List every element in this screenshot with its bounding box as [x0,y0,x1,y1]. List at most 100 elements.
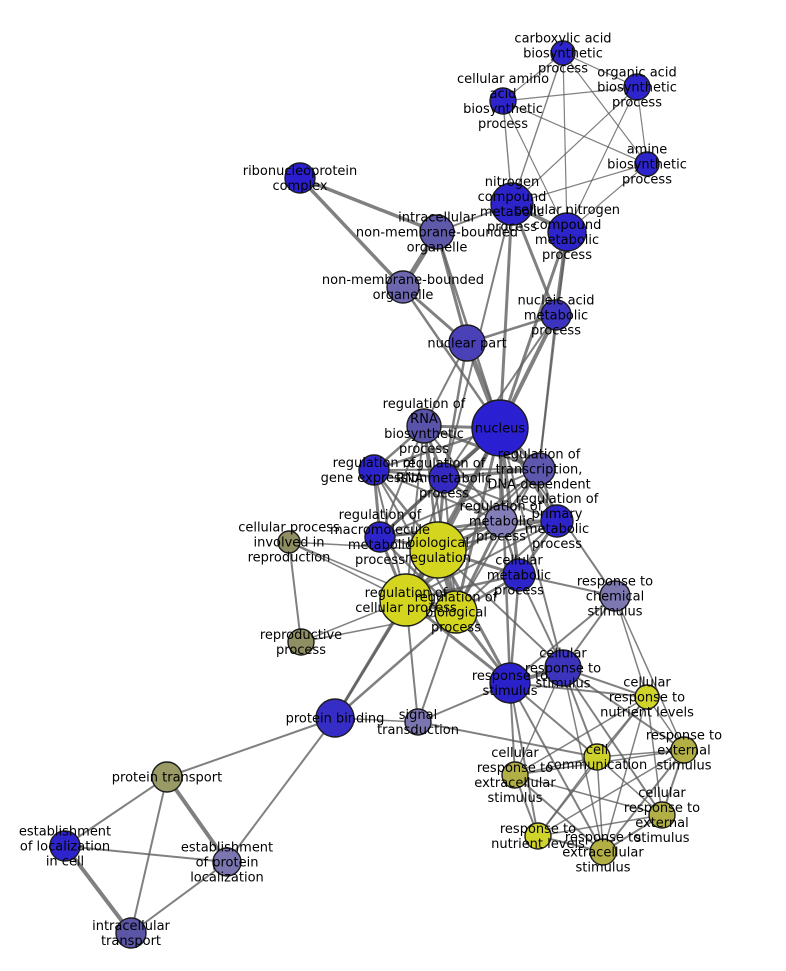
graph-edge-cellular_response_external--response_nutrient [537,814,663,837]
nodes-layer [49,40,698,949]
graph-edge-nitrogen_compound_metabolic--nucleus [498,202,514,430]
graph-edge-cellular_response_stimulus--response_external [562,667,685,751]
graph-node-cellular_response_nutrient[interactable] [634,684,660,710]
graph-edge-organic_acid_biosynthetic--cellular_nitrogen_compound_metabolic [566,86,638,233]
graph-node-establishment_localization_cell[interactable] [49,830,81,862]
graph-node-response_external[interactable] [670,736,698,764]
graph-node-response_extracellular[interactable] [589,838,617,866]
graph-node-cellular_response_external[interactable] [648,801,676,829]
graph-node-non_membrane_organelle[interactable] [386,270,420,304]
graph-edge-carboxylic_acid_biosynthetic--cellular_nitrogen_compound_metabolic [562,52,568,233]
graph-edge-nucleus--cellular_response_stimulus [499,427,564,669]
graph-edge-regulation_biological_process--protein_binding [333,610,458,720]
labels-layer: carboxylic acid biosynthetic processcellul… [19,32,722,950]
graph-edge-response_stimulus--response_nutrient [509,682,539,837]
graph-edge-regulation_transcription--regulation_biological_process [455,468,540,613]
graph-node-amine_biosynthetic[interactable] [634,151,660,177]
graph-node-signal_transduction[interactable] [404,708,432,736]
graph-node-intracellular_transport[interactable] [115,917,147,949]
graph-edge-cell_communication--response_extracellular [596,756,604,853]
graph-edge-cell_communication--response_nutrient [537,756,598,837]
graph-node-intracellular_non_membrane_organelle[interactable] [419,214,455,250]
graph-edge-nucleus--response_stimulus [498,426,512,685]
graph-edge-cellular_nitrogen_compound_metabolic--nucleus [498,230,569,430]
graph-node-cellular_nitrogen_compound_metabolic[interactable] [547,212,587,252]
graph-edge-response_external--cell_communication [596,749,685,758]
graph-edge-establishment_localization_cell--intracellular_transport [63,844,133,935]
graph-node-carboxylic_acid_biosynthetic[interactable] [550,40,576,66]
graph-node-nucleus[interactable] [471,399,529,457]
graph-edge-nucleic_acid_metabolic--regulation_rna_metabolic [443,314,557,479]
graph-edge-establishment_protein_localization--intracellular_transport [130,861,228,934]
graph-node-regulation_cellular_process[interactable] [379,573,433,627]
graph-node-regulation_gene_expression[interactable] [358,454,390,486]
graph-node-regulation_metabolic[interactable] [484,504,518,538]
graph-node-protein_binding[interactable] [315,698,355,738]
graph-edge-nucleus--regulation_biological_process [454,426,502,614]
graph-node-regulation_primary_metabolic[interactable] [540,504,574,538]
graph-node-regulation_rna_biosynthetic[interactable] [406,408,442,444]
graph-edge-cellular_nitrogen_compound_metabolic--regulation_transcription [538,231,568,470]
graph-edge-ribonucleoprotein_complex--non_membrane_organelle [298,176,405,289]
graph-node-protein_transport[interactable] [151,761,183,793]
graph-edge-response_external--response_extracellular [602,749,685,853]
graph-node-regulation_rna_metabolic[interactable] [428,462,460,494]
graph-edge-cellular_amino_acid_biosynthetic--organic_acid_biosynthetic [502,86,638,102]
graph-edge-cellular_amino_acid_biosynthetic--amine_biosynthetic [502,100,648,165]
graph-edge-response_stimulus--response_extracellular [509,682,604,853]
graph-edge-regulation_rna_biosynthetic--regulation_metabolic [423,425,502,522]
graph-edge-protein_transport--establishment_protein_localization [165,775,229,864]
graph-node-nuclear_part[interactable] [448,324,486,362]
graph-edge-regulation_transcription--regulation_macromolecule_metabolic [379,468,540,538]
graph-edge-cellular_process_reproduction--reproductive_process [288,541,302,643]
graph-node-cellular_process_reproduction[interactable] [277,530,301,554]
graph-node-cellular_response_extracellular[interactable] [501,761,529,789]
graph-edge-response_external--response_nutrient [537,749,685,837]
graph-edge-amine_biosynthetic--nitrogen_compound_metabolic [511,163,648,205]
graph-node-ribonucleoprotein_complex[interactable] [284,162,316,194]
edges-layer [63,52,685,935]
graph-edge-cell_communication--cellular_response_external [596,756,663,816]
graph-edge-cell_communication--cellular_response_extracellular [514,756,598,776]
graph-edge-protein_transport--establishment_localization_cell [64,776,168,847]
graph-node-nucleic_acid_metabolic[interactable] [540,299,572,331]
graph-edge-protein_binding--establishment_protein_localization [226,717,336,863]
graph-edge-carboxylic_acid_biosynthetic--amine_biosynthetic [562,52,648,165]
graph-edge-cell_communication--signal_transduction [417,721,598,758]
graph-edge-regulation_biological_process--reproductive_process [300,611,457,643]
graph-node-cellular_amino_acid_biosynthetic[interactable] [489,87,517,115]
graph-edge-regulation_gene_expression--regulation_metabolic [373,469,502,522]
graph-edge-carboxylic_acid_biosynthetic--nitrogen_compound_metabolic [511,52,564,205]
graph-node-response_nutrient[interactable] [524,822,552,850]
graph-edge-cellular_response_extracellular--response_extracellular [514,774,604,853]
graph-node-regulation_biological_process[interactable] [434,590,478,634]
graph-edge-protein_binding--protein_transport [166,717,336,778]
graph-node-nitrogen_compound_metabolic[interactable] [490,182,534,226]
graph-edge-cellular_response_nutrient--response_extracellular [602,696,648,853]
graph-edge-cellular_response_nutrient--cellular_response_external [646,696,663,816]
graph-node-organic_acid_biosynthetic[interactable] [623,73,651,101]
graph-edge-ribonucleoprotein_complex--intracellular_non_membrane_organelle [298,176,439,234]
graph-edge-organic_acid_biosynthetic--nitrogen_compound_metabolic [511,86,638,205]
graph-node-regulation_transcription[interactable] [522,452,556,486]
graph-edge-cellular_response_stimulus--cellular_response_extracellular [514,667,564,776]
graph-node-reproductive_process[interactable] [287,628,315,656]
graph-edge-response_chemical_stimulus--response_external [614,595,685,751]
graph-edge-establishment_localization_cell--establishment_protein_localization [64,845,228,863]
graph-edge-response_chemical_stimulus--response_stimulus [509,595,616,684]
graph-node-cellular_metabolic[interactable] [502,558,536,592]
graph-edge-regulation_primary_metabolic--regulation_macromolecule_metabolic [379,520,558,538]
graph-node-regulation_macromolecule_metabolic[interactable] [364,521,396,553]
graph-node-biological_regulation[interactable] [409,521,467,579]
graph-node-cell_communication[interactable] [583,743,611,771]
graph-node-establishment_protein_localization[interactable] [212,847,242,877]
graph-node-response_stimulus[interactable] [489,662,531,704]
graph-edge-cellular_amino_acid_biosynthetic--cellular_nitrogen_compound_metabolic [502,100,568,233]
graph-edge-response_chemical_stimulus--cellular_response_nutrient [614,595,648,698]
graph-edge-cellular_response_extracellular--cellular_response_external [514,774,663,816]
graph-node-response_chemical_stimulus[interactable] [599,580,631,612]
graph-node-cellular_response_stimulus[interactable] [544,649,582,687]
graph-edge-cellular_response_nutrient--cellular_response_extracellular [514,696,648,776]
